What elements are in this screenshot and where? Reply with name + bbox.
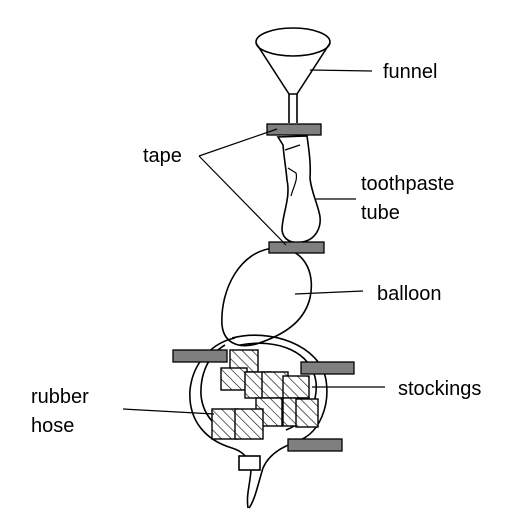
funnel-label: funnel [383,61,438,83]
tape-strip [300,361,355,375]
stocking-block [220,367,248,391]
tape-strip [172,349,228,363]
rubber-hose-label-line1: rubber [31,386,89,408]
toothpaste-tube-crease [284,144,301,197]
stockings-group [211,349,319,440]
tape-strip [266,123,322,136]
stocking-block [295,398,319,428]
rubber-hose-label-line2: hose [31,415,74,437]
rubber-hose-leader [122,408,215,415]
toothpaste-label-line2: tube [361,202,400,224]
funnel-leader [309,69,373,72]
toothpaste-tube-shape [276,135,321,244]
tape-leader-upper [198,128,278,157]
balloon-label: balloon [377,283,442,305]
balloon-shape [221,247,313,347]
tape-label: tape [143,145,182,167]
leader-lines [122,69,385,415]
balloon-leader [294,290,364,295]
tape-strips [172,123,355,452]
stocking-block [282,375,310,399]
hose-nozzle [238,455,261,471]
tape-strip [287,438,343,452]
toothpaste-label-line1: toothpaste [361,173,454,195]
stockings-label: stockings [398,378,481,400]
stocking-block [234,408,264,440]
stocking-block [211,408,239,440]
tape-leader-lower [198,155,287,246]
tape-strip [268,241,325,254]
funnel-shape [255,27,331,123]
